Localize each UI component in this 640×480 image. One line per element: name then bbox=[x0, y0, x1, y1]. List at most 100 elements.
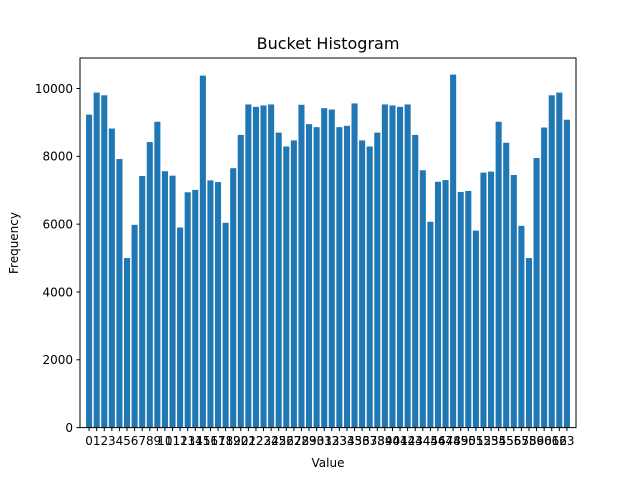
x-tick-label: 12 bbox=[172, 434, 187, 448]
x-tick-label: 45 bbox=[423, 434, 438, 448]
x-tick-label: 10 bbox=[157, 434, 172, 448]
bar-57 bbox=[518, 225, 525, 428]
bar-63 bbox=[563, 119, 570, 428]
bar-14 bbox=[192, 189, 199, 428]
y-tick-label: 2000 bbox=[42, 353, 73, 367]
x-tick-label: 37 bbox=[362, 434, 377, 448]
x-tick-label: 24 bbox=[263, 434, 278, 448]
x-tick-label: 32 bbox=[324, 434, 339, 448]
bar-62 bbox=[556, 92, 563, 428]
bar-33 bbox=[336, 127, 343, 428]
y-tick-label: 10000 bbox=[35, 82, 73, 96]
bar-2 bbox=[101, 95, 108, 428]
bar-23 bbox=[260, 105, 267, 428]
bar-54 bbox=[495, 121, 502, 428]
bar-25 bbox=[275, 132, 282, 428]
x-tick-label: 39 bbox=[377, 434, 392, 448]
y-axis: 0 2000 4000 6000 8000 10000 bbox=[35, 82, 80, 435]
bar-53 bbox=[488, 171, 495, 428]
x-tick-label: 13 bbox=[180, 434, 195, 448]
x-tick-label: 20 bbox=[233, 434, 248, 448]
x-tick-label: 58 bbox=[521, 434, 536, 448]
bar-26 bbox=[283, 146, 290, 428]
x-tick-label: 18 bbox=[218, 434, 233, 448]
bar-22 bbox=[252, 106, 259, 428]
bar-28 bbox=[298, 104, 305, 428]
bar-19 bbox=[230, 168, 237, 428]
x-tick-label: 22 bbox=[248, 434, 263, 448]
bar-47 bbox=[442, 180, 449, 428]
y-tick-label: 0 bbox=[65, 421, 73, 435]
bar-55 bbox=[503, 142, 510, 428]
x-tick-label: 38 bbox=[370, 434, 385, 448]
x-tick-label: 53 bbox=[483, 434, 498, 448]
x-tick-label: 14 bbox=[188, 434, 203, 448]
x-tick-label: 7 bbox=[138, 434, 146, 448]
x-tick-label: 35 bbox=[347, 434, 362, 448]
bar-31 bbox=[321, 108, 328, 428]
bar-6 bbox=[131, 224, 138, 428]
x-tick-label: 3 bbox=[108, 434, 116, 448]
x-tick-label: 31 bbox=[317, 434, 332, 448]
x-tick-label: 44 bbox=[415, 434, 430, 448]
x-tick-label: 17 bbox=[210, 434, 225, 448]
x-tick-label: 63 bbox=[559, 434, 574, 448]
bar-37 bbox=[366, 146, 373, 428]
bar-36 bbox=[359, 140, 366, 428]
bar-45 bbox=[427, 221, 434, 428]
bar-32 bbox=[328, 109, 335, 428]
x-tick-label: 6 bbox=[131, 434, 139, 448]
x-tick-label: 48 bbox=[445, 434, 460, 448]
x-tick-label: 43 bbox=[408, 434, 423, 448]
x-tick-label: 55 bbox=[499, 434, 514, 448]
x-tick-label: 52 bbox=[476, 434, 491, 448]
bar-24 bbox=[268, 104, 275, 428]
x-tick-label: 2 bbox=[100, 434, 108, 448]
x-tick-label: 42 bbox=[400, 434, 415, 448]
y-tick-label: 4000 bbox=[42, 285, 73, 299]
plot-frame bbox=[79, 57, 577, 429]
x-tick-label: 49 bbox=[453, 434, 468, 448]
bar-44 bbox=[419, 170, 426, 428]
bar-27 bbox=[290, 140, 297, 428]
x-tick-label: 51 bbox=[468, 434, 483, 448]
x-tick-label: 0 bbox=[85, 434, 93, 448]
x-tick-label: 33 bbox=[332, 434, 347, 448]
bar-0 bbox=[86, 114, 93, 428]
bar-60 bbox=[541, 127, 548, 428]
bar-16 bbox=[207, 180, 214, 428]
x-tick-label: 34 bbox=[339, 434, 354, 448]
x-tick-label: 36 bbox=[354, 434, 369, 448]
x-tick-label: 46 bbox=[430, 434, 445, 448]
bar-39 bbox=[381, 104, 388, 428]
x-tick-label: 41 bbox=[392, 434, 407, 448]
y-axis-label: Frequency bbox=[7, 212, 21, 274]
bar-48 bbox=[450, 74, 457, 428]
bar-4 bbox=[116, 159, 123, 428]
chart-title: Bucket Histogram bbox=[257, 34, 400, 53]
bar-20 bbox=[237, 134, 244, 428]
bar-41 bbox=[397, 106, 404, 428]
x-tick-label: 28 bbox=[294, 434, 309, 448]
x-tick-label: 30 bbox=[309, 434, 324, 448]
bar-21 bbox=[245, 104, 252, 428]
x-tick-label: 11 bbox=[165, 434, 180, 448]
bar-11 bbox=[169, 175, 176, 428]
x-tick-label: 47 bbox=[438, 434, 453, 448]
bar-61 bbox=[548, 95, 555, 428]
x-tick-label: 27 bbox=[286, 434, 301, 448]
bar-43 bbox=[412, 134, 419, 428]
x-tick-label: 1 bbox=[93, 434, 101, 448]
x-tick-label: 60 bbox=[537, 434, 552, 448]
bar-56 bbox=[510, 174, 517, 428]
bar-40 bbox=[389, 105, 396, 428]
x-tick-label: 40 bbox=[385, 434, 400, 448]
bar-38 bbox=[374, 132, 381, 428]
bar-52 bbox=[480, 172, 487, 428]
bar-35 bbox=[351, 103, 358, 428]
x-tick-label: 5 bbox=[123, 434, 131, 448]
bar-9 bbox=[154, 121, 161, 428]
x-tick-label: 16 bbox=[203, 434, 218, 448]
bar-50 bbox=[465, 190, 472, 428]
